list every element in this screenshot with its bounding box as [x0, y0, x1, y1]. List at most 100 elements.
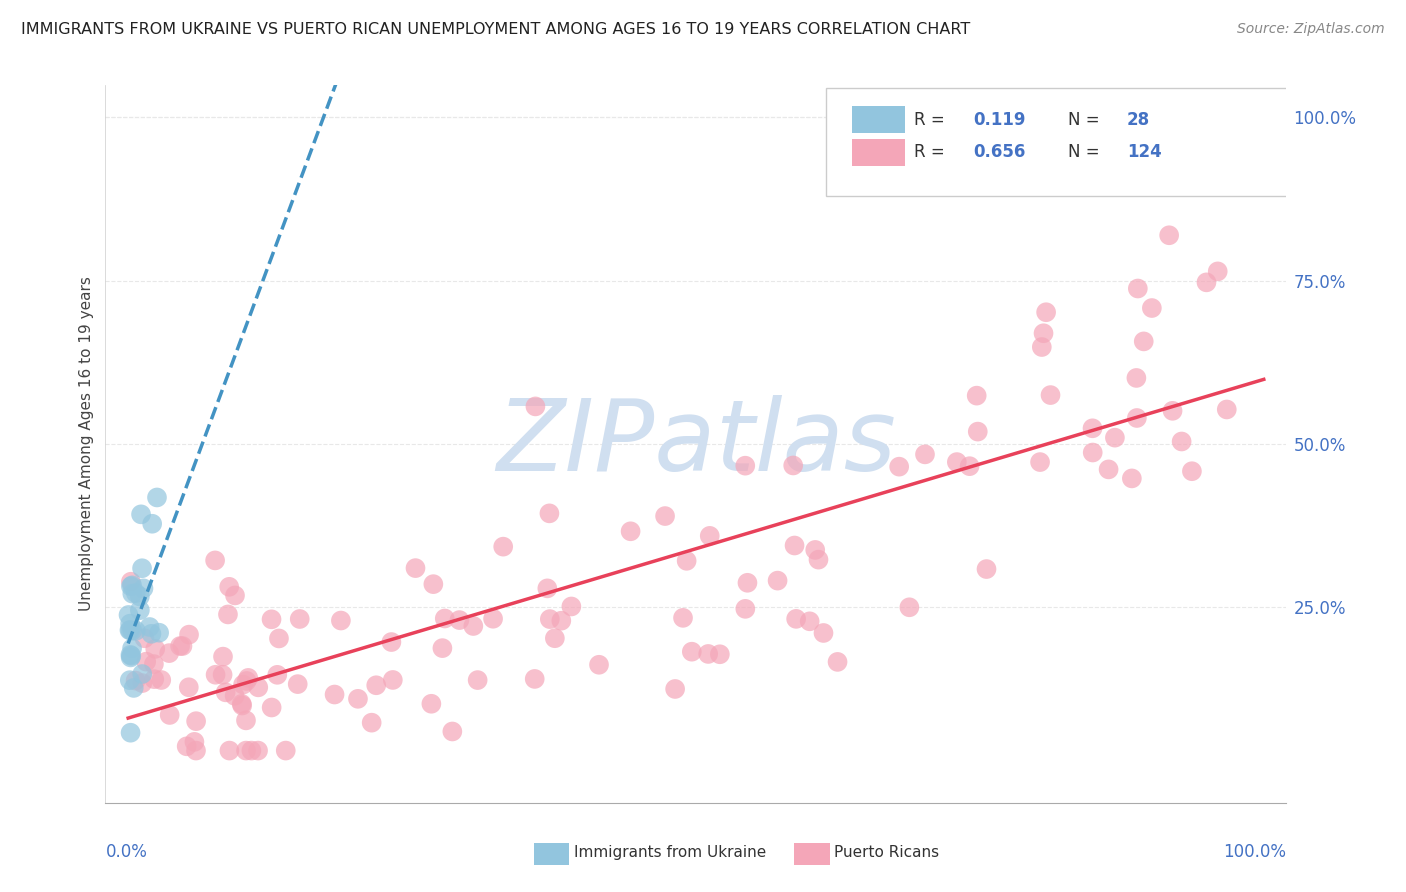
Point	[169, 639, 191, 653]
Point	[267, 632, 290, 646]
Point	[1081, 421, 1104, 435]
Point	[672, 611, 695, 625]
Point	[157, 646, 180, 660]
Point	[141, 627, 163, 641]
Point	[433, 611, 456, 625]
Point	[122, 681, 145, 695]
Point	[125, 586, 148, 600]
Text: Immigrants from Ukraine: Immigrants from Ukraine	[574, 846, 766, 860]
Point	[782, 458, 804, 473]
Point	[217, 607, 239, 622]
Point	[211, 667, 233, 681]
Point	[799, 615, 821, 629]
Point	[1032, 326, 1054, 341]
Point	[120, 725, 142, 739]
Point	[231, 698, 253, 713]
Point	[1029, 455, 1052, 469]
Point	[807, 552, 830, 566]
Point	[118, 673, 141, 688]
Point	[1081, 445, 1104, 459]
Point	[697, 647, 720, 661]
Point	[734, 458, 756, 473]
Point	[120, 574, 142, 589]
Point	[204, 667, 226, 681]
Point	[380, 635, 402, 649]
Point	[959, 459, 981, 474]
Point	[274, 743, 297, 757]
Point	[143, 672, 166, 686]
Point	[224, 689, 246, 703]
Point	[138, 620, 160, 634]
Text: N =: N =	[1069, 111, 1099, 129]
Point	[785, 612, 807, 626]
Point	[1121, 471, 1143, 485]
Point	[1181, 464, 1204, 478]
Point	[120, 616, 142, 631]
Point	[184, 714, 207, 728]
Text: 28: 28	[1128, 111, 1150, 129]
Point	[141, 516, 163, 531]
Point	[804, 542, 827, 557]
Point	[538, 507, 561, 521]
Point	[538, 612, 561, 626]
Point	[381, 673, 404, 687]
Point	[1126, 281, 1149, 295]
Point	[215, 685, 238, 699]
Point	[184, 743, 207, 757]
Text: Source: ZipAtlas.com: Source: ZipAtlas.com	[1237, 22, 1385, 37]
Point	[588, 657, 610, 672]
Point	[1132, 334, 1154, 349]
Point	[121, 624, 143, 638]
Point	[699, 529, 721, 543]
Point	[1216, 402, 1239, 417]
Point	[183, 735, 205, 749]
Point	[550, 614, 572, 628]
Point	[405, 561, 427, 575]
Point	[347, 691, 370, 706]
Point	[235, 714, 257, 728]
Point	[1159, 228, 1181, 243]
Point	[463, 619, 485, 633]
Point	[422, 577, 444, 591]
Point	[117, 607, 139, 622]
Point	[1031, 340, 1053, 354]
Point	[134, 632, 156, 646]
Point	[1140, 301, 1163, 315]
Point	[177, 680, 200, 694]
Point	[204, 553, 226, 567]
Point	[146, 491, 169, 505]
Bar	[852, 138, 905, 166]
Point	[120, 650, 142, 665]
Point	[523, 672, 546, 686]
Point	[620, 524, 643, 539]
Point	[420, 697, 443, 711]
Point	[482, 612, 505, 626]
Point	[449, 613, 471, 627]
Point	[366, 678, 388, 692]
Point	[125, 624, 148, 638]
Point	[143, 641, 166, 656]
Y-axis label: Unemployment Among Ages 16 to 19 years: Unemployment Among Ages 16 to 19 years	[79, 277, 94, 611]
Text: R =: R =	[914, 111, 945, 129]
Point	[889, 459, 911, 474]
Point	[675, 554, 697, 568]
Point	[560, 599, 582, 614]
Point	[118, 623, 141, 637]
Point	[247, 743, 270, 757]
Point	[654, 509, 676, 524]
Point	[1195, 276, 1218, 290]
Point	[124, 673, 146, 688]
Point	[120, 648, 142, 663]
Point	[664, 681, 686, 696]
Text: ZIPatlas: ZIPatlas	[496, 395, 896, 492]
Point	[266, 668, 288, 682]
Point	[120, 623, 142, 637]
Point	[176, 739, 198, 754]
Point	[492, 540, 515, 554]
Point	[235, 743, 257, 757]
Text: IMMIGRANTS FROM UKRAINE VS PUERTO RICAN UNEMPLOYMENT AMONG AGES 16 TO 19 YEARS C: IMMIGRANTS FROM UKRAINE VS PUERTO RICAN …	[21, 22, 970, 37]
Point	[766, 574, 789, 588]
Point	[132, 582, 155, 596]
Point	[120, 648, 142, 662]
Point	[232, 677, 254, 691]
